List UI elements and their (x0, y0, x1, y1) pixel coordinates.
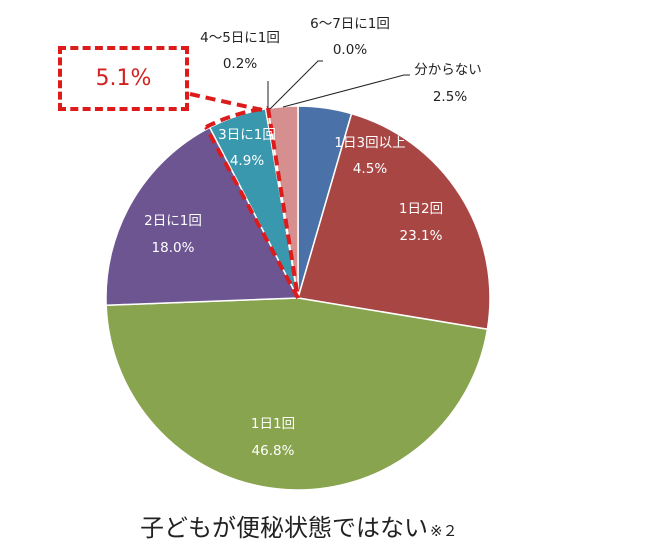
label-unknown-name: 分からない (414, 62, 482, 78)
label-every-2-days-pct: 18.0% (151, 240, 195, 256)
chart-title-note: ※２ (430, 522, 458, 540)
label-3-times-daily-pct: 4.5% (352, 161, 388, 177)
highlight-wedge-arc (205, 106, 269, 129)
callout-value: 5.1% (95, 66, 152, 91)
highlight-wedge-outline (204, 126, 300, 299)
highlight-wedge-right-edge (266, 107, 300, 299)
label-2-times-daily-name: 1日2回 (398, 201, 444, 217)
pie-slice (297, 112, 491, 331)
callout-box (58, 46, 189, 111)
label-every-4-5-days-pct: 0.2% (222, 56, 258, 72)
highlight-outline (189, 92, 300, 299)
label-every-2-days-name: 2日に1回 (144, 213, 202, 229)
label-every-6-7-days-pct: 0.0% (332, 42, 368, 58)
label-every-4-5-days-name: 4〜5日に1回 (200, 30, 280, 46)
pie-slice (105, 297, 489, 491)
label-3-times-daily-name: 1日3回以上 (334, 135, 406, 151)
callout-connector (189, 92, 263, 112)
leader-lines (267, 60, 410, 110)
label-every-6-7-days-name: 6〜7日に1回 (310, 16, 390, 32)
label-every-3-days-pct: 4.9% (229, 153, 265, 169)
chart-title-text: 子どもが便秘状態ではない (140, 514, 428, 542)
chart-title: 子どもが便秘状態ではない ※２ (140, 508, 458, 543)
leader-line-6-7-days (269, 60, 323, 110)
pie-slice (105, 126, 300, 307)
label-every-3-days-name: 3日に1回 (218, 127, 276, 143)
leader-line-unknown (282, 74, 410, 108)
label-unknown-pct: 2.5% (432, 89, 468, 105)
label-once-daily-name: 1日1回 (250, 416, 296, 432)
label-once-daily-pct: 46.8% (251, 443, 295, 459)
label-2-times-daily-pct: 23.1% (399, 228, 443, 244)
